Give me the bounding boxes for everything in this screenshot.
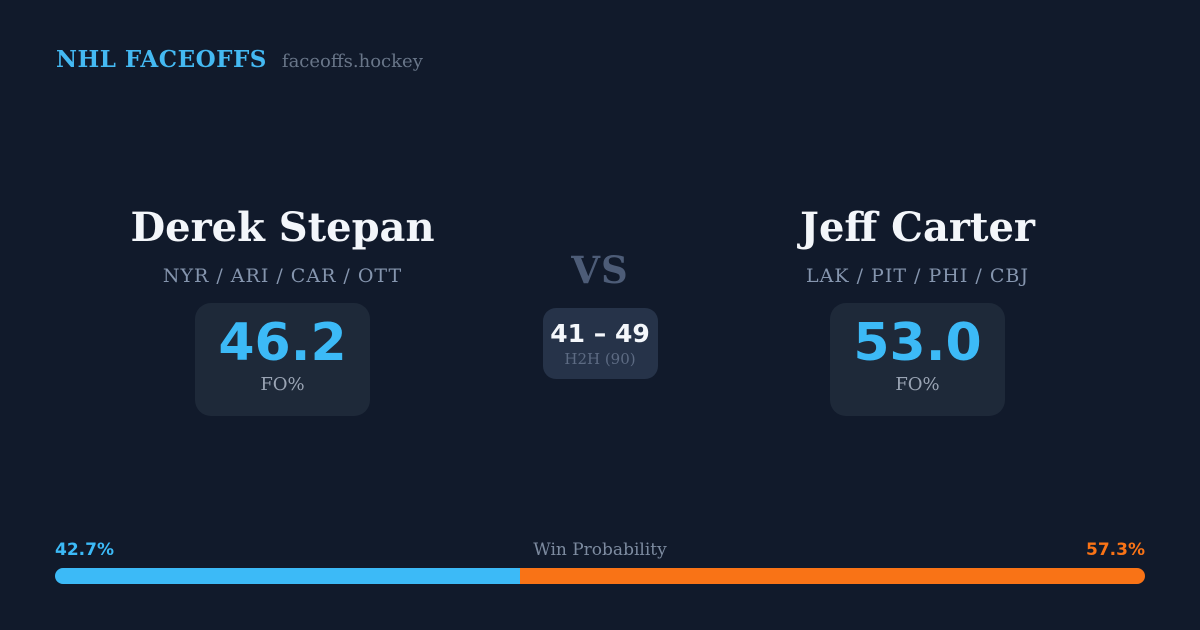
player-right-fo-value: 53.0 — [853, 313, 982, 373]
player-right-name: Jeff Carter — [800, 204, 1035, 251]
player-left-fo-box: 46.2 FO% — [195, 303, 370, 416]
player-left-fo-label: FO% — [260, 374, 305, 395]
player-left-fo-value: 46.2 — [218, 313, 347, 373]
h2h-box: 41 – 49 H2H (90) — [542, 308, 658, 379]
player-right: Jeff Carter LAK / PIT / PHI / CBJ 53.0 F… — [690, 208, 1145, 416]
player-left-teams: NYR / ARI / CAR / OTT — [162, 265, 403, 287]
h2h-label: H2H (90) — [564, 350, 636, 368]
vs-column: VS 41 – 49 H2H (90) — [480, 252, 720, 379]
win-bar-right-segment — [520, 568, 1145, 584]
win-bar-left-segment — [55, 568, 521, 584]
vs-label: VS — [571, 248, 629, 292]
brand-title: NHL FACEOFFS — [56, 46, 267, 73]
player-right-fo-box: 53.0 FO% — [830, 303, 1005, 416]
win-prob-title: Win Probability — [533, 540, 667, 560]
site-url: faceoffs.hockey — [281, 51, 423, 72]
win-prob-left-pct: 42.7% — [55, 540, 114, 560]
win-prob-right-pct: 57.3% — [1086, 540, 1145, 560]
win-probability-labels: 42.7% Win Probability 57.3% — [55, 540, 1145, 560]
player-right-fo-label: FO% — [895, 374, 940, 395]
player-right-teams: LAK / PIT / PHI / CBJ — [806, 265, 1029, 287]
win-prob-bar — [55, 568, 1145, 584]
header: NHL FACEOFFS faceoffs.hockey — [56, 46, 423, 73]
player-left: Derek Stepan NYR / ARI / CAR / OTT 46.2 … — [55, 208, 510, 416]
h2h-score: 41 – 49 — [550, 319, 650, 348]
player-left-name: Derek Stepan — [130, 204, 435, 251]
